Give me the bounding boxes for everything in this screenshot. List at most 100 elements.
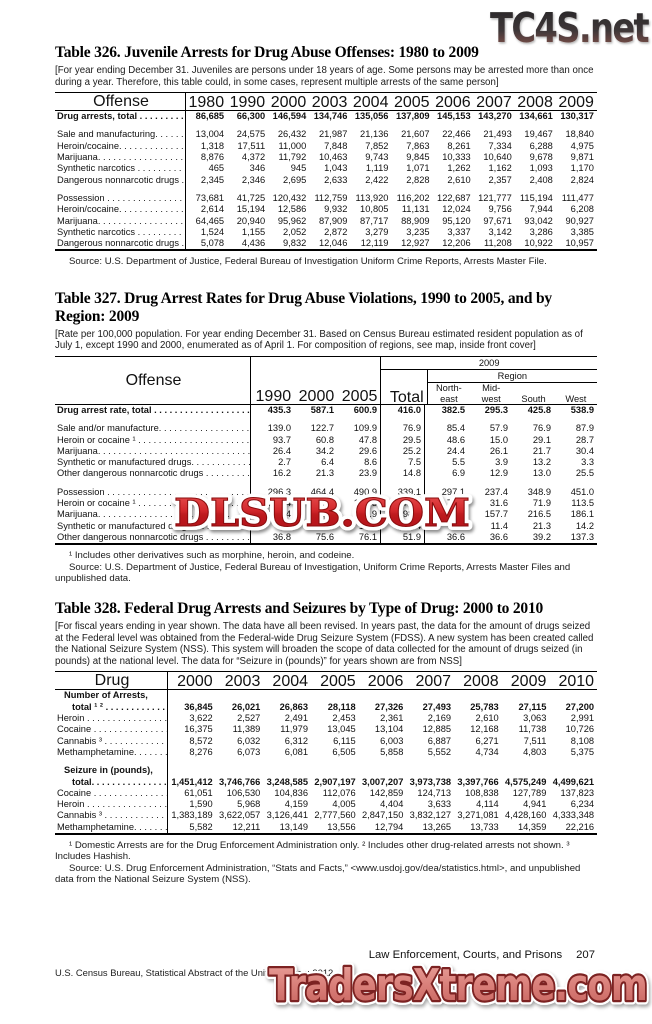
table-row: Methamphetamine. . . . . . . . . . . 5,58… bbox=[55, 821, 597, 834]
cell-value: 3,279 bbox=[365, 226, 389, 237]
table-row: Methamphetamine. . . . . . . . . . . 8,27… bbox=[55, 746, 597, 759]
cell-value: 9,678 bbox=[529, 152, 553, 163]
cell-value: 21.3 bbox=[532, 520, 551, 531]
cell-value: 12.9 bbox=[489, 468, 508, 479]
cell-value: 26.1 bbox=[489, 445, 508, 456]
spacer-row bbox=[55, 185, 597, 193]
table-row: Marijuana. . . . . . . . . . . . . . . .… bbox=[55, 445, 597, 458]
column-header-drug: Drug bbox=[55, 672, 168, 690]
row-label: Marijuana. . . . . . . . . . . . . . . .… bbox=[55, 215, 186, 227]
table-327-source: Source: U.S. Department of Justice, Fede… bbox=[55, 561, 571, 584]
cell-value: 27,493 bbox=[422, 701, 452, 712]
cell-value: 465 bbox=[208, 163, 225, 174]
table-row: Other dangerous nonnarcotic drugs . . . … bbox=[55, 468, 597, 480]
row-label: Heroin . . . . . . . . . . . . . . . . .… bbox=[57, 799, 168, 811]
column-group-years: 1990 2000 2005 bbox=[251, 356, 382, 404]
table-row: Dangerous nonnarcotic drugs . . . . . . … bbox=[55, 174, 597, 186]
table-row: Heroin or cocaine ¹ . . . . . . . . . . … bbox=[55, 434, 597, 446]
cell-value: 106,530 bbox=[226, 787, 261, 798]
cell-value: 87.9 bbox=[575, 423, 594, 434]
cell-value: 29.6 bbox=[337, 445, 381, 458]
cell-value: 47.8 bbox=[337, 434, 381, 446]
cell-value: 3.9 bbox=[495, 457, 508, 468]
cell-value: 26.4 bbox=[272, 445, 291, 456]
cell-value: 11,208 bbox=[484, 238, 512, 249]
cell-value: 17,511 bbox=[237, 140, 266, 151]
column-header-year: 2010 bbox=[558, 673, 595, 690]
cell-value: 4,499,621 bbox=[552, 776, 595, 787]
cell-value: 124,713 bbox=[417, 787, 452, 798]
cell-value: 11,389 bbox=[232, 724, 261, 735]
row-label: Heroin or cocaine ¹ . . . . . . . . . . … bbox=[57, 498, 251, 510]
table-row: Cannabis ³ . . . . . . . . . . . . . . .… bbox=[55, 735, 597, 747]
cell-value: 8,876 bbox=[200, 152, 225, 163]
cell-value: 1,318 bbox=[200, 140, 225, 151]
cell-value: 3,622,057 bbox=[218, 810, 261, 821]
cell-value: 105.4 bbox=[267, 509, 291, 520]
cell-value: 112,759 bbox=[314, 192, 348, 203]
cell-value: 144.4 bbox=[267, 498, 291, 509]
cell-value bbox=[381, 416, 425, 424]
row-label: Other dangerous nonnarcotic drugs . . . … bbox=[57, 468, 251, 480]
cell-value: 15.1 bbox=[315, 520, 334, 531]
cell-value: 3,286 bbox=[529, 226, 553, 237]
table-row: Synthetic or manufactured drugs. . . . .… bbox=[55, 520, 597, 532]
cell-value bbox=[251, 480, 294, 487]
table-326-note: [For year ending December 31. Juveniles … bbox=[55, 65, 594, 88]
cell-value: 9,743 bbox=[365, 152, 389, 163]
cell-value bbox=[311, 758, 359, 765]
cell-value: 13,556 bbox=[327, 821, 356, 832]
cell-value: 7,944 bbox=[529, 204, 553, 215]
table-row: Number of Arrests, total ¹ ² . . . . . . … bbox=[55, 690, 597, 714]
row-label: Sale and/or manufacture. . . . . . . . .… bbox=[57, 423, 251, 435]
cell-value: 6,887 bbox=[427, 735, 452, 746]
cell-value: 9,871 bbox=[570, 152, 594, 163]
running-head: Law Enforcement, Courts, and Prisons 207 bbox=[369, 949, 595, 961]
table-row: Possession . . . . . . . . . . . . . . .… bbox=[55, 486, 597, 499]
row-label: Methamphetamine. . . . . . . . . . . bbox=[57, 746, 168, 759]
cell-value: 41,725 bbox=[236, 192, 266, 203]
cell-value: 3,746,766 bbox=[218, 776, 261, 787]
cell-value: 109.9 bbox=[337, 423, 381, 435]
cell-value: 1,093 bbox=[529, 163, 553, 174]
column-header-year: 2005 bbox=[320, 673, 356, 690]
cell-value: 146,594 bbox=[272, 111, 307, 122]
table-row: Marijuana. . . . . . . . . . . . . . . .… bbox=[55, 509, 597, 521]
cell-value bbox=[468, 416, 511, 423]
row-label bbox=[55, 479, 251, 487]
cell-value: 1,383,189 bbox=[171, 810, 213, 821]
cell-value: 2,422 bbox=[365, 174, 389, 185]
row-label: Drug arrests, total . . . . . . . . . . … bbox=[55, 111, 186, 123]
cell-value: 6,115 bbox=[333, 735, 356, 746]
column-header-year: 1990 bbox=[255, 388, 292, 404]
cell-value: 13,045 bbox=[327, 724, 356, 735]
header-line: West bbox=[565, 393, 587, 404]
cell-value: 6.4 bbox=[321, 457, 334, 468]
row-label: Possession . . . . . . . . . . . . . . .… bbox=[57, 486, 251, 499]
cell-value: 4,575,249 bbox=[505, 776, 547, 787]
cell-value: 137,809 bbox=[395, 111, 430, 122]
cell-value: 2,361 bbox=[380, 713, 404, 724]
cell-value: 6.9 bbox=[452, 468, 465, 479]
table-row: Sale and/or manufacture. . . . . . . . .… bbox=[55, 423, 597, 435]
column-header-year: 2004 bbox=[352, 94, 389, 111]
row-label: Synthetic or manufactured drugs. . . . .… bbox=[57, 520, 251, 532]
row-label: Heroin or cocaine ¹ . . . . . . . . . . … bbox=[57, 434, 251, 446]
spanner-region: Region bbox=[427, 370, 597, 383]
header-line: east bbox=[440, 393, 458, 404]
table-row: Cannabis ³ . . . . . . . . . . . . . . .… bbox=[55, 810, 597, 822]
row-label: Marijuana. . . . . . . . . . . . . . . .… bbox=[57, 509, 251, 521]
table-328-title: Table 328. Federal Drug Arrests and Seiz… bbox=[55, 600, 544, 618]
cell-value: 18,840 bbox=[565, 129, 594, 140]
row-label: Synthetic narcotics . . . . . . . . . . … bbox=[55, 163, 186, 175]
column-header-year: 2005 bbox=[393, 94, 430, 111]
table-row: Heroin or cocaine ¹ . . . . . . . . . . … bbox=[55, 498, 597, 510]
spacer-row bbox=[55, 122, 597, 130]
column-header-south: South bbox=[512, 383, 554, 405]
cell-value: 264.9 bbox=[337, 509, 381, 521]
row-label: Synthetic narcotics . . . . . . . . . . … bbox=[55, 226, 186, 239]
cell-value: 237.4 bbox=[484, 486, 508, 497]
cell-value: 115,194 bbox=[519, 192, 553, 203]
cell-value: 71.3 bbox=[446, 498, 465, 509]
cell-value: 1,451,412 bbox=[171, 776, 213, 787]
